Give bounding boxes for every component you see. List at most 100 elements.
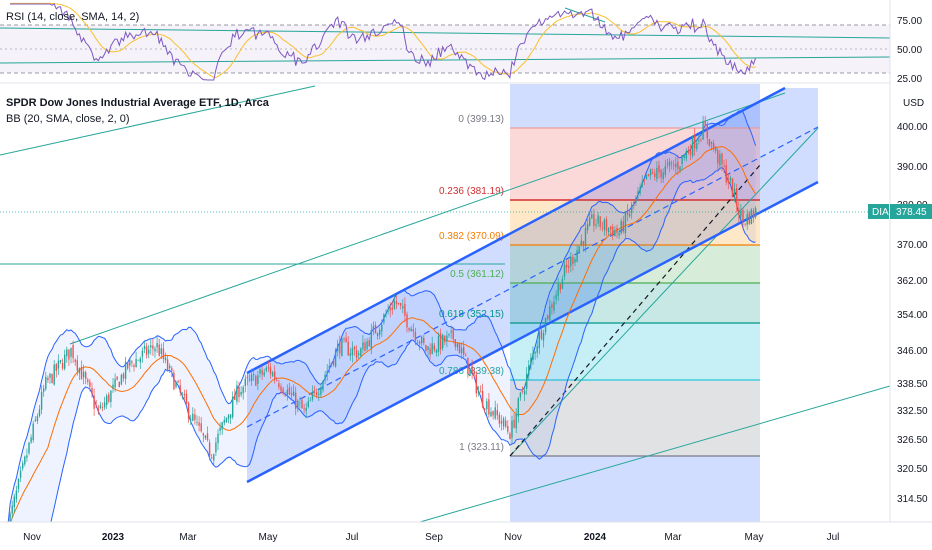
candle-body bbox=[265, 367, 267, 371]
candle-body bbox=[76, 360, 78, 371]
price-tick: 346.00 bbox=[897, 346, 928, 357]
candle-body bbox=[456, 343, 459, 348]
candle-body bbox=[112, 384, 114, 389]
candle-body bbox=[551, 304, 553, 308]
candle-body bbox=[505, 420, 507, 427]
candle-body bbox=[410, 328, 412, 332]
fib-label-0618: 0.618 (352.15) bbox=[439, 309, 504, 320]
candle-body bbox=[292, 391, 295, 397]
candle-body bbox=[691, 136, 694, 156]
candle-body bbox=[660, 169, 662, 178]
time-tick: Jul bbox=[827, 532, 840, 543]
rsi-pane[interactable]: RSI (14, close, SMA, 14, 2) bbox=[0, 2, 932, 84]
candle-body bbox=[101, 407, 104, 409]
candle-body bbox=[437, 335, 440, 352]
candle-body bbox=[248, 379, 251, 380]
candle-body bbox=[612, 226, 614, 236]
candle-body bbox=[383, 314, 385, 323]
candle-body bbox=[544, 317, 547, 333]
candle-body bbox=[521, 391, 524, 392]
candle-body bbox=[639, 187, 641, 194]
candle-body bbox=[358, 353, 360, 355]
candle-body bbox=[162, 348, 165, 359]
candle-body bbox=[127, 362, 129, 369]
price-axis[interactable]: 75.00 50.00 25.00 USD 400.00 390.00 380.… bbox=[868, 0, 932, 550]
rsi-trendline-lower bbox=[0, 56, 891, 64]
candle-body bbox=[473, 371, 475, 374]
candle-body bbox=[278, 383, 280, 388]
channel-median-line bbox=[246, 126, 819, 428]
candle-body bbox=[397, 302, 400, 304]
candle-body bbox=[355, 350, 358, 358]
candle-body bbox=[580, 240, 582, 246]
candle-body bbox=[137, 359, 139, 361]
candle-body bbox=[156, 343, 158, 348]
time-tick: Nov bbox=[504, 532, 522, 543]
candle-body bbox=[99, 405, 102, 409]
candle-body bbox=[603, 219, 606, 230]
candle-body bbox=[28, 442, 30, 454]
candle-body bbox=[15, 490, 18, 500]
last-price-label: 378.45 bbox=[896, 207, 927, 218]
candle-body bbox=[696, 143, 698, 149]
time-axis[interactable]: Nov 2023 Mar May Jul Sep Nov 2024 Mar Ma… bbox=[0, 521, 932, 550]
candle-body bbox=[34, 419, 36, 422]
candle-body bbox=[374, 325, 377, 334]
price-tick: 320.50 bbox=[897, 464, 928, 475]
price-tick: 400.00 bbox=[897, 122, 928, 133]
candle-body bbox=[536, 345, 538, 353]
candle-body bbox=[82, 371, 85, 378]
candle-body bbox=[295, 392, 297, 409]
candle-body bbox=[257, 375, 259, 384]
candle-body bbox=[106, 395, 108, 406]
candle-body bbox=[584, 228, 587, 246]
candle-body bbox=[366, 341, 368, 350]
fib-zone-0382-05 bbox=[510, 245, 760, 283]
candle-body bbox=[599, 216, 601, 227]
candle-body bbox=[729, 177, 732, 181]
time-tick: Sep bbox=[425, 532, 443, 543]
fib-top-extension bbox=[510, 84, 760, 128]
candle-body bbox=[681, 155, 683, 164]
candle-body bbox=[192, 413, 194, 421]
main-pane[interactable]: 0 (399.13) 0.236 (381.19) 0.382 (370.09)… bbox=[0, 84, 891, 545]
price-tick: 338.50 bbox=[897, 379, 928, 390]
candle-body bbox=[282, 388, 284, 394]
candle-body bbox=[565, 264, 568, 268]
candle-body bbox=[406, 314, 408, 328]
candle-body bbox=[70, 347, 72, 357]
candle-body bbox=[238, 387, 240, 398]
candle-body bbox=[561, 278, 564, 289]
candle-body bbox=[526, 373, 528, 389]
candle-body bbox=[645, 174, 648, 180]
time-tick: Jul bbox=[346, 532, 359, 543]
trendline-long-upper bbox=[69, 92, 786, 345]
candle-body bbox=[712, 143, 715, 150]
fibonacci-retracement[interactable]: 0 (399.13) 0.236 (381.19) 0.382 (370.09)… bbox=[439, 84, 760, 522]
candle-body bbox=[143, 346, 146, 349]
candle-body bbox=[591, 214, 593, 219]
candle-body bbox=[748, 212, 750, 224]
candle-body bbox=[448, 333, 450, 336]
candle-body bbox=[328, 365, 330, 369]
candle-body bbox=[643, 179, 645, 181]
candle-body bbox=[622, 221, 624, 232]
candle-body bbox=[183, 394, 186, 396]
price-tick: 314.50 bbox=[897, 494, 928, 505]
candle-body bbox=[530, 357, 532, 365]
candle-body bbox=[253, 374, 255, 375]
candle-body bbox=[288, 387, 291, 395]
bb-lower-band bbox=[7, 167, 756, 545]
candle-body bbox=[87, 379, 89, 382]
candle-body bbox=[624, 212, 627, 234]
candle-body bbox=[649, 169, 652, 176]
candle-body bbox=[225, 417, 228, 423]
ticker-tag-label: DIA bbox=[872, 207, 889, 218]
candle-body bbox=[605, 219, 608, 232]
candle-body bbox=[198, 422, 200, 426]
candle-body bbox=[11, 505, 13, 514]
candle-body bbox=[190, 419, 192, 421]
candle-body bbox=[685, 150, 687, 159]
candle-body bbox=[433, 345, 435, 350]
